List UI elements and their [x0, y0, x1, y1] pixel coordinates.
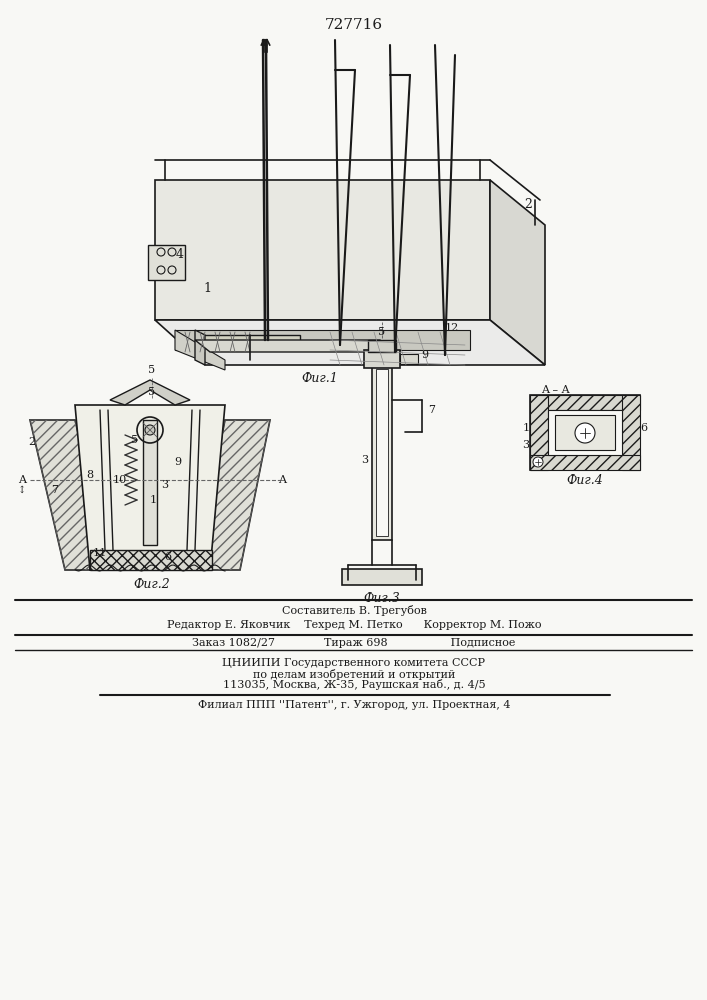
Text: 3: 3 — [522, 440, 530, 450]
Bar — [555, 415, 615, 450]
Bar — [622, 395, 640, 470]
Text: Составитель В. Трегубов: Составитель В. Трегубов — [281, 604, 426, 615]
Text: 5: 5 — [148, 387, 156, 397]
Polygon shape — [30, 420, 110, 570]
Polygon shape — [195, 420, 270, 570]
Polygon shape — [155, 180, 490, 320]
Bar — [530, 395, 640, 470]
Text: ↕: ↕ — [18, 486, 26, 494]
Text: 9: 9 — [421, 350, 428, 360]
Circle shape — [145, 425, 155, 435]
Polygon shape — [110, 380, 190, 405]
Polygon shape — [155, 320, 545, 365]
Polygon shape — [490, 180, 545, 365]
Bar — [143, 420, 157, 545]
Text: 5: 5 — [378, 327, 385, 337]
Text: 2: 2 — [28, 437, 35, 447]
Polygon shape — [175, 330, 225, 370]
Text: 12: 12 — [445, 323, 459, 333]
Bar — [530, 455, 640, 470]
Text: 1: 1 — [149, 495, 156, 505]
Text: 9: 9 — [175, 457, 182, 467]
Text: A: A — [278, 475, 286, 485]
Bar — [376, 369, 388, 536]
Polygon shape — [195, 340, 395, 352]
Bar — [364, 350, 400, 368]
Text: 8: 8 — [86, 470, 93, 480]
Text: Фиг.4: Фиг.4 — [566, 474, 603, 487]
Polygon shape — [75, 405, 225, 570]
Text: 7: 7 — [52, 485, 59, 495]
Text: Редактор Е. Яковчик    Техред М. Петко      Корректор М. Пожо: Редактор Е. Яковчик Техред М. Петко Корр… — [167, 620, 542, 630]
Text: 7: 7 — [428, 405, 436, 415]
Text: 5: 5 — [148, 365, 156, 375]
Bar — [530, 395, 548, 470]
Text: Фиг.1: Фиг.1 — [302, 371, 339, 384]
Text: 727716: 727716 — [325, 18, 383, 32]
Bar — [90, 550, 212, 570]
Text: Фиг.3: Фиг.3 — [363, 591, 400, 604]
Polygon shape — [195, 330, 205, 365]
Text: 113035, Москва, Ж-35, Раушская наб., д. 4/5: 113035, Москва, Ж-35, Раушская наб., д. … — [223, 680, 485, 690]
Circle shape — [533, 457, 543, 467]
Text: Филиал ППП ''Патент'', г. Ужгород, ул. Проектная, 4: Филиал ППП ''Патент'', г. Ужгород, ул. П… — [198, 700, 510, 710]
Text: 1: 1 — [522, 423, 530, 433]
Text: по делам изобретений и открытий: по делам изобретений и открытий — [253, 668, 455, 680]
Text: 11: 11 — [93, 548, 107, 558]
Text: 10: 10 — [113, 475, 127, 485]
Circle shape — [575, 423, 595, 443]
Text: 1: 1 — [203, 282, 211, 294]
Polygon shape — [175, 330, 470, 350]
Bar — [372, 365, 392, 540]
Text: A: A — [18, 475, 26, 485]
Text: 3: 3 — [361, 455, 368, 465]
Polygon shape — [148, 245, 185, 280]
Text: ЦНИИПИ Государственного комитета СССР: ЦНИИПИ Государственного комитета СССР — [223, 658, 486, 668]
Text: 4: 4 — [176, 248, 184, 261]
Text: 2: 2 — [524, 198, 532, 212]
Text: 5: 5 — [132, 435, 139, 445]
Text: 6: 6 — [165, 552, 172, 562]
Text: Фиг.2: Фиг.2 — [134, 578, 170, 591]
Text: 3: 3 — [161, 480, 168, 490]
Bar — [548, 410, 622, 455]
Text: Заказ 1082/27              Тираж 698                  Подписное: Заказ 1082/27 Тираж 698 Подписное — [192, 638, 515, 648]
Bar — [368, 340, 396, 352]
Bar — [400, 354, 418, 364]
Polygon shape — [200, 335, 300, 345]
Bar — [342, 569, 422, 585]
Text: 6: 6 — [641, 423, 648, 433]
Bar — [530, 395, 640, 410]
Text: A – A: A – A — [541, 385, 569, 395]
